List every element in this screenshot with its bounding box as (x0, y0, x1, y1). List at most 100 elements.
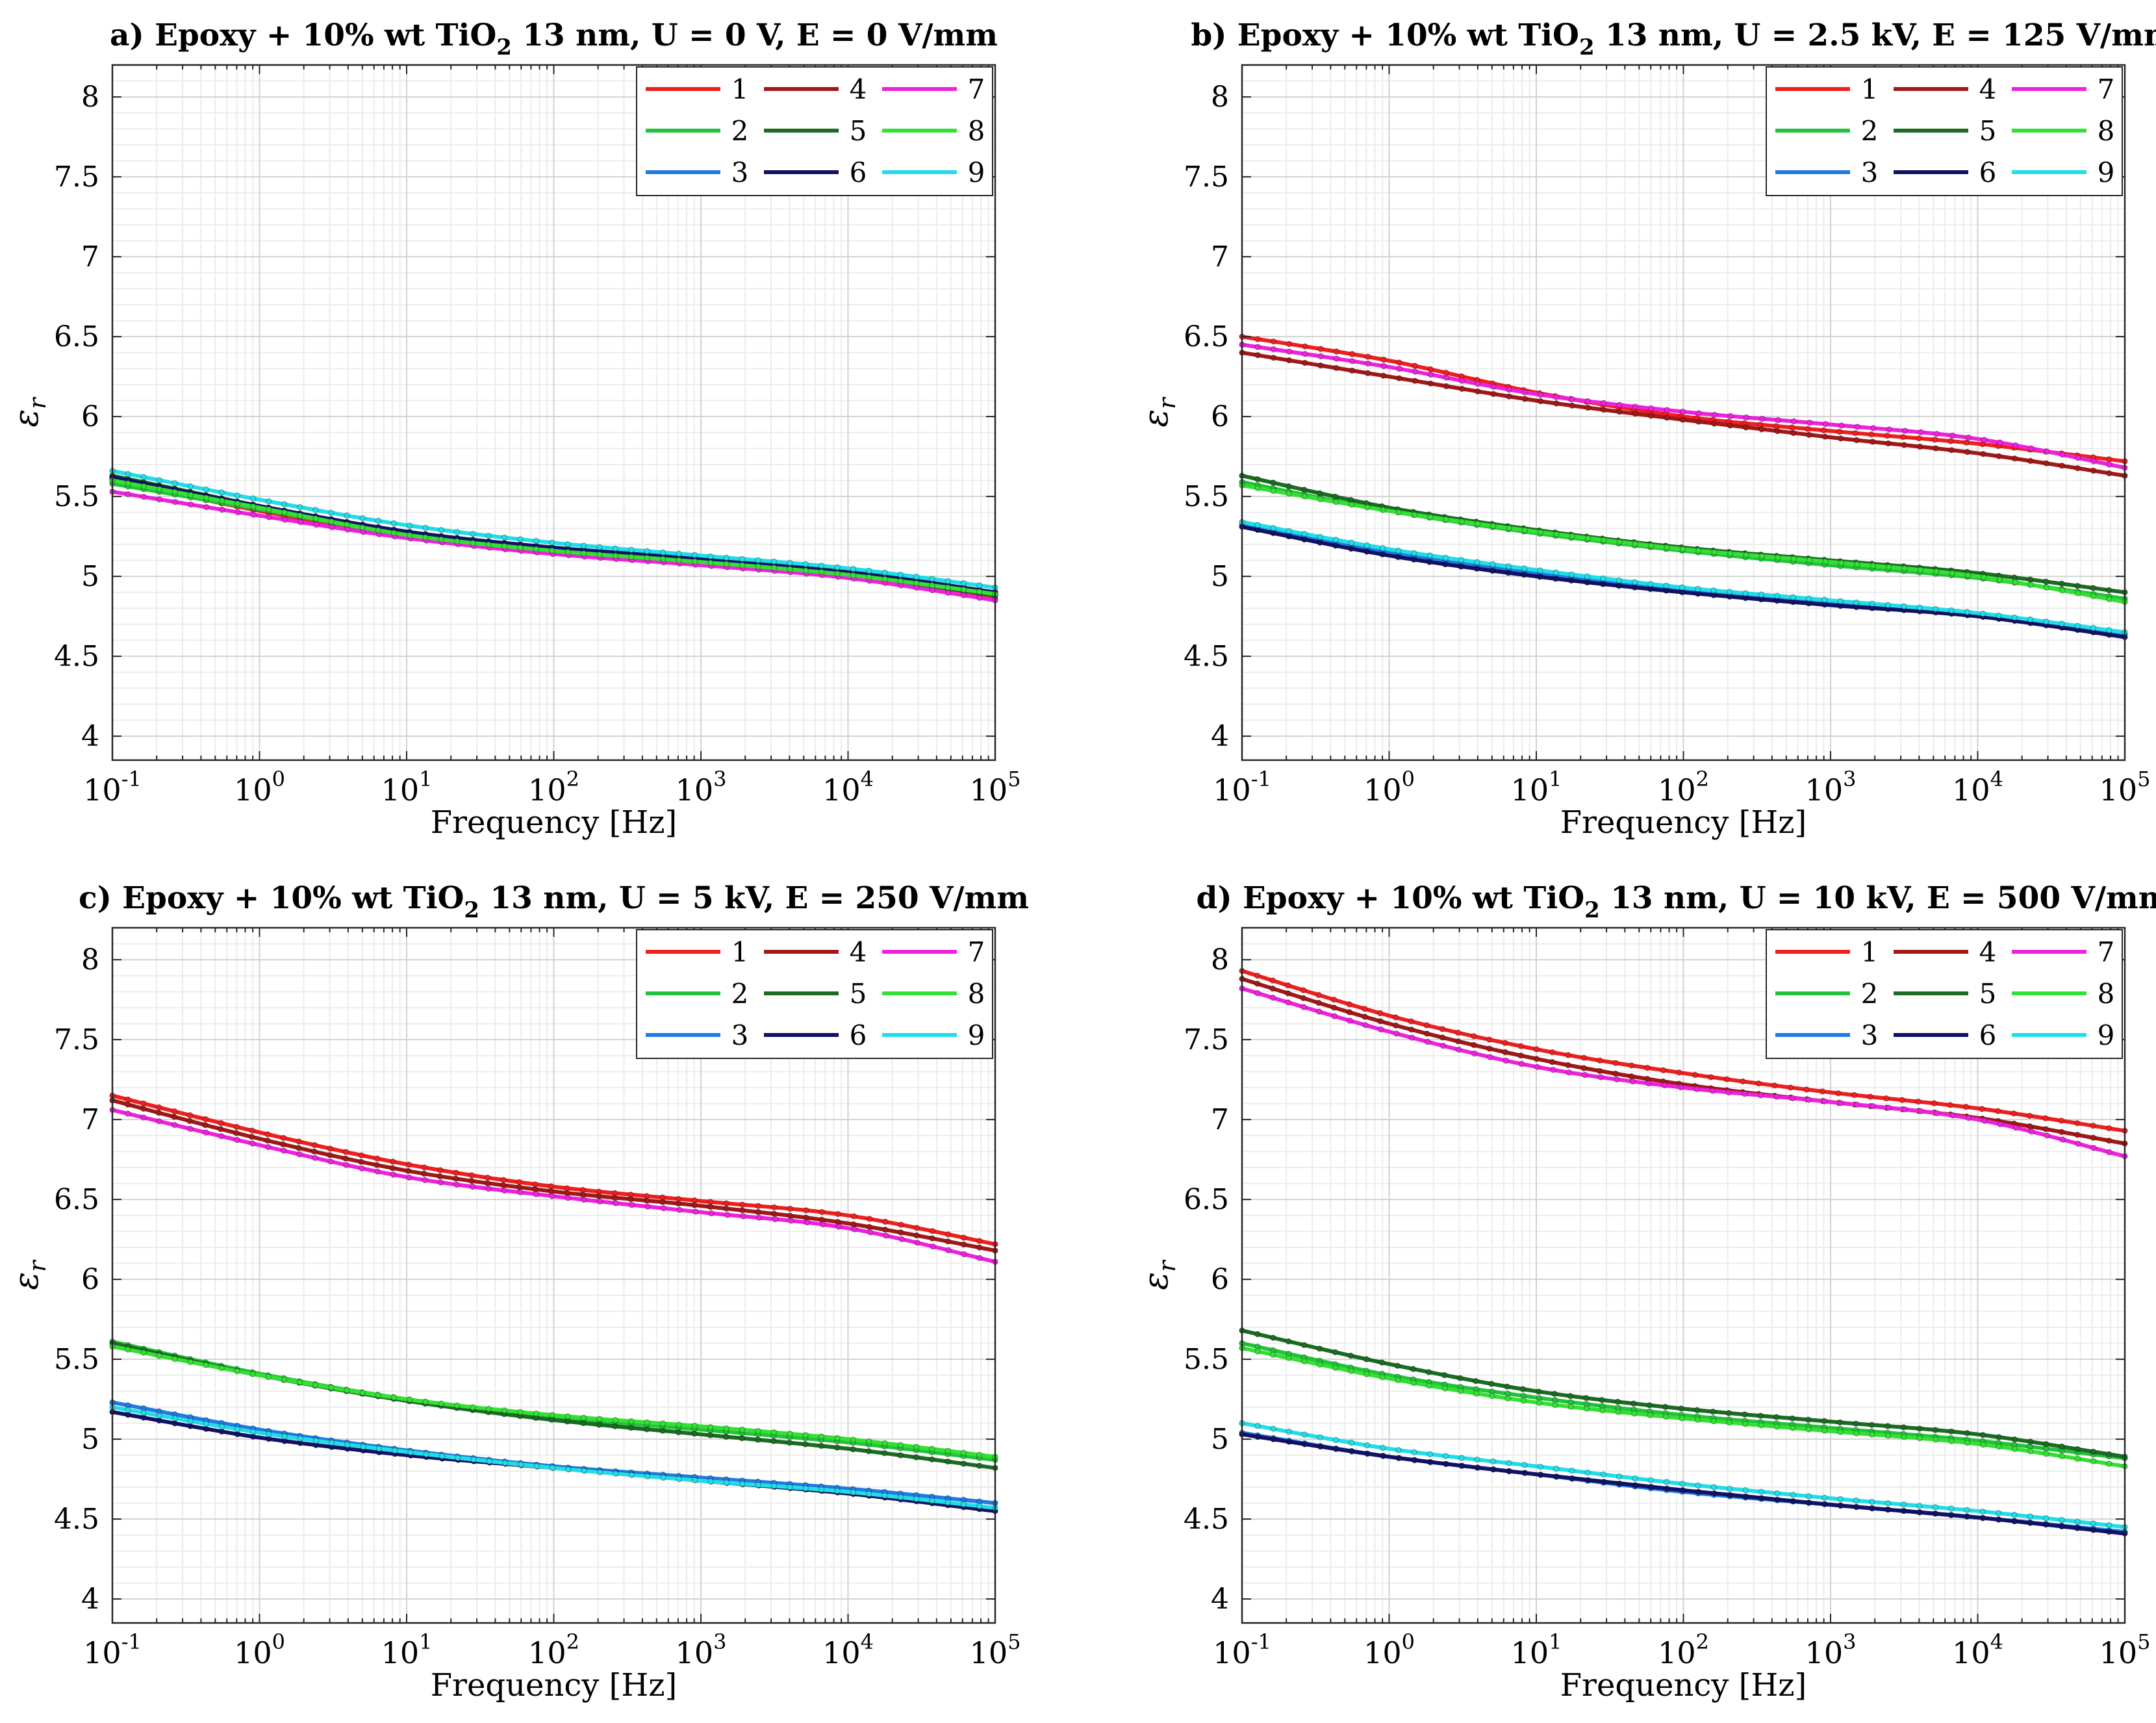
series-marker-7 (1838, 1100, 1844, 1106)
series-marker-7 (1711, 411, 1718, 418)
series-marker-8 (1286, 1355, 1292, 1361)
series-marker-9 (565, 1466, 572, 1473)
series-marker-4 (1286, 357, 1293, 364)
series-marker-8 (770, 565, 778, 571)
series-marker-9 (1632, 1475, 1638, 1482)
series-marker-4 (755, 1208, 761, 1216)
series-marker-6 (1568, 577, 1575, 584)
series-marker-6 (1600, 581, 1606, 587)
series-marker-9 (976, 1503, 983, 1509)
panel-title: c) Epoxy + 10% wt TiO2 13 nm, U = 5 kV, … (79, 880, 1029, 923)
series-marker-9 (707, 1478, 714, 1485)
series-marker-6 (2011, 1518, 2018, 1525)
series-marker-4 (311, 1148, 318, 1155)
series-marker-5 (960, 1461, 967, 1467)
series-marker-6 (1647, 586, 1654, 593)
series-marker-1 (1286, 340, 1293, 348)
series-marker-1 (1979, 1106, 1985, 1112)
series-marker-4 (1412, 377, 1418, 384)
series-marker-8 (850, 572, 857, 579)
x-tick-base: 10 (381, 772, 420, 808)
series-marker-4 (1612, 1070, 1619, 1077)
x-tick-label: 102 (1658, 1629, 1709, 1670)
series-marker-1 (1915, 1098, 1921, 1105)
series-marker-4 (898, 1229, 904, 1236)
series-marker-8 (960, 586, 967, 593)
series-marker-5 (659, 1427, 666, 1434)
series-marker-4 (643, 1197, 650, 1204)
series-marker-7 (485, 1185, 492, 1192)
series-marker-8 (250, 503, 257, 510)
x-tick-exponent: 3 (1843, 1629, 1856, 1654)
series-marker-8 (1948, 1438, 1955, 1444)
series-marker-7 (1629, 1078, 1636, 1085)
series-marker-8 (1854, 561, 1860, 568)
series-marker-7 (1582, 1071, 1588, 1078)
series-marker-9 (2074, 622, 2081, 629)
series-marker-1 (1947, 438, 1954, 444)
series-marker-4 (1869, 439, 1876, 445)
series-marker-8 (1569, 533, 1576, 540)
series-marker-4 (707, 1203, 714, 1210)
series-marker-9 (1932, 1504, 1939, 1511)
series-marker-8 (1379, 1374, 1386, 1381)
series-marker-4 (659, 1199, 666, 1205)
series-marker-8 (1743, 552, 1749, 558)
series-marker-5 (1551, 1390, 1558, 1398)
series-marker-8 (1458, 1388, 1464, 1394)
series-marker-5 (802, 1441, 809, 1448)
series-marker-1 (1412, 363, 1418, 369)
series-marker-1 (1454, 1029, 1462, 1036)
series-marker-8 (140, 1349, 147, 1356)
series-marker-9 (1837, 598, 1844, 604)
series-marker-7 (564, 1195, 572, 1201)
series-marker-8 (755, 1427, 761, 1435)
series-marker-7 (2090, 1145, 2097, 1151)
series-marker-1 (1852, 430, 1858, 437)
series-marker-8 (929, 582, 935, 589)
series-marker-5 (2059, 1443, 2065, 1450)
series-marker-7 (1949, 432, 1956, 439)
legend-label-8: 8 (2098, 115, 2115, 147)
series-marker-5 (818, 1442, 825, 1449)
series-marker-5 (1821, 1418, 1827, 1424)
series-marker-5 (1662, 1403, 1669, 1410)
x-tick-base: 10 (1952, 1635, 1990, 1670)
x-tick-label: 105 (970, 767, 1021, 808)
series-marker-8 (707, 1423, 714, 1431)
series-marker-7 (2090, 458, 2097, 465)
series-marker-9 (156, 477, 162, 483)
series-marker-7 (1286, 348, 1293, 355)
series-marker-7 (1315, 1008, 1323, 1015)
series-marker-9 (2027, 1513, 2033, 1520)
series-marker-5 (2090, 1448, 2097, 1455)
series-marker-7 (1475, 381, 1481, 387)
series-marker-9 (392, 1447, 398, 1454)
series-marker-9 (470, 531, 476, 537)
series-marker-1 (374, 1155, 381, 1162)
series-marker-7 (1616, 402, 1623, 408)
series-marker-4 (389, 1165, 396, 1171)
series-marker-1 (1835, 1090, 1842, 1097)
series-marker-8 (1458, 518, 1465, 525)
series-marker-7 (820, 1221, 826, 1228)
series-marker-4 (1648, 413, 1655, 419)
series-marker-4 (1964, 449, 1971, 455)
series-marker-8 (312, 1382, 319, 1388)
series-marker-4 (1349, 367, 1356, 374)
series-marker-9 (913, 574, 920, 580)
series-marker-8 (1584, 1405, 1590, 1412)
series-marker-9 (881, 1492, 888, 1499)
series-marker-4 (358, 1158, 364, 1166)
series-marker-8 (881, 576, 888, 583)
series-marker-9 (407, 1449, 414, 1456)
legend-label-1: 1 (1861, 73, 1879, 105)
series-marker-9 (755, 1481, 761, 1488)
series-marker-4 (1502, 1049, 1508, 1056)
series-marker-9 (929, 576, 935, 582)
series-marker-1 (2105, 1125, 2112, 1132)
y-label-subscript: r (1154, 1260, 1181, 1272)
series-marker-6 (1584, 1477, 1592, 1483)
series-marker-9 (945, 1499, 951, 1506)
series-marker-9 (1427, 552, 1433, 559)
